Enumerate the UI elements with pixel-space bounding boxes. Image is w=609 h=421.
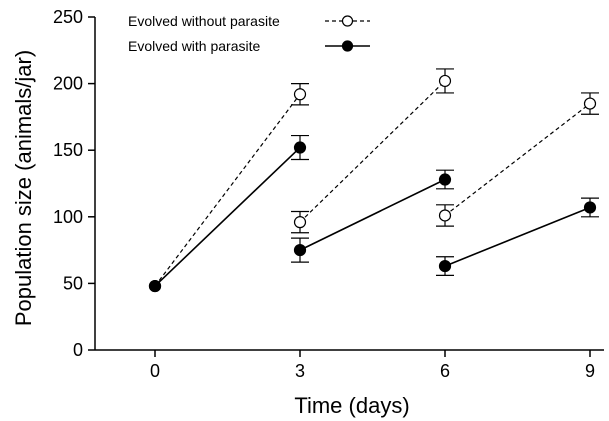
y-tick-label: 100 <box>53 207 83 227</box>
y-tick-label: 50 <box>63 273 83 293</box>
x-tick-label: 9 <box>585 361 595 381</box>
legend-marker-with-parasite <box>341 40 354 52</box>
series-line-with-parasite <box>299 178 446 251</box>
series-line-without-parasite <box>154 93 301 287</box>
data-point-with-parasite <box>438 259 452 273</box>
y-axis-title: Population size (animals/jar) <box>11 50 36 326</box>
data-point-without-parasite <box>583 97 597 110</box>
series-without-parasite <box>148 68 599 293</box>
data-point-without-parasite <box>293 216 307 229</box>
data-point-with-parasite <box>293 141 307 154</box>
x-tick-label: 6 <box>440 361 450 381</box>
data-point-without-parasite <box>438 209 452 222</box>
legend-marker-without-parasite <box>341 15 354 27</box>
data-point-without-parasite <box>438 74 452 88</box>
plot-area <box>148 68 599 293</box>
y-tick-label: 150 <box>53 140 83 160</box>
series-with-parasite <box>148 134 599 293</box>
x-tick-label: 0 <box>150 361 160 381</box>
series-line-without-parasite <box>444 103 591 216</box>
x-tick-label: 3 <box>295 361 305 381</box>
data-point-without-parasite <box>293 88 307 101</box>
legend: Evolved without parasite Evolved with par… <box>128 13 370 54</box>
x-axis-title: Time (days) <box>294 393 409 418</box>
legend-label: Evolved with parasite <box>128 38 261 54</box>
y-tick-label: 200 <box>53 74 83 94</box>
data-point-with-parasite <box>148 279 162 293</box>
legend-item-with-parasite: Evolved with parasite <box>128 38 370 54</box>
y-tick-label: 0 <box>73 340 83 360</box>
series-line-with-parasite <box>444 206 591 267</box>
data-point-with-parasite <box>583 201 597 214</box>
legend-item-without-parasite: Evolved without parasite <box>128 13 370 29</box>
data-point-with-parasite <box>293 244 307 257</box>
axes: 0 50 100 150 200 250 0 3 6 9 <box>53 7 604 381</box>
legend-label: Evolved without parasite <box>128 13 280 29</box>
series-line-without-parasite <box>299 80 446 223</box>
data-point-with-parasite <box>438 173 452 186</box>
y-tick-label: 250 <box>53 7 83 27</box>
series-line-with-parasite <box>154 146 301 287</box>
